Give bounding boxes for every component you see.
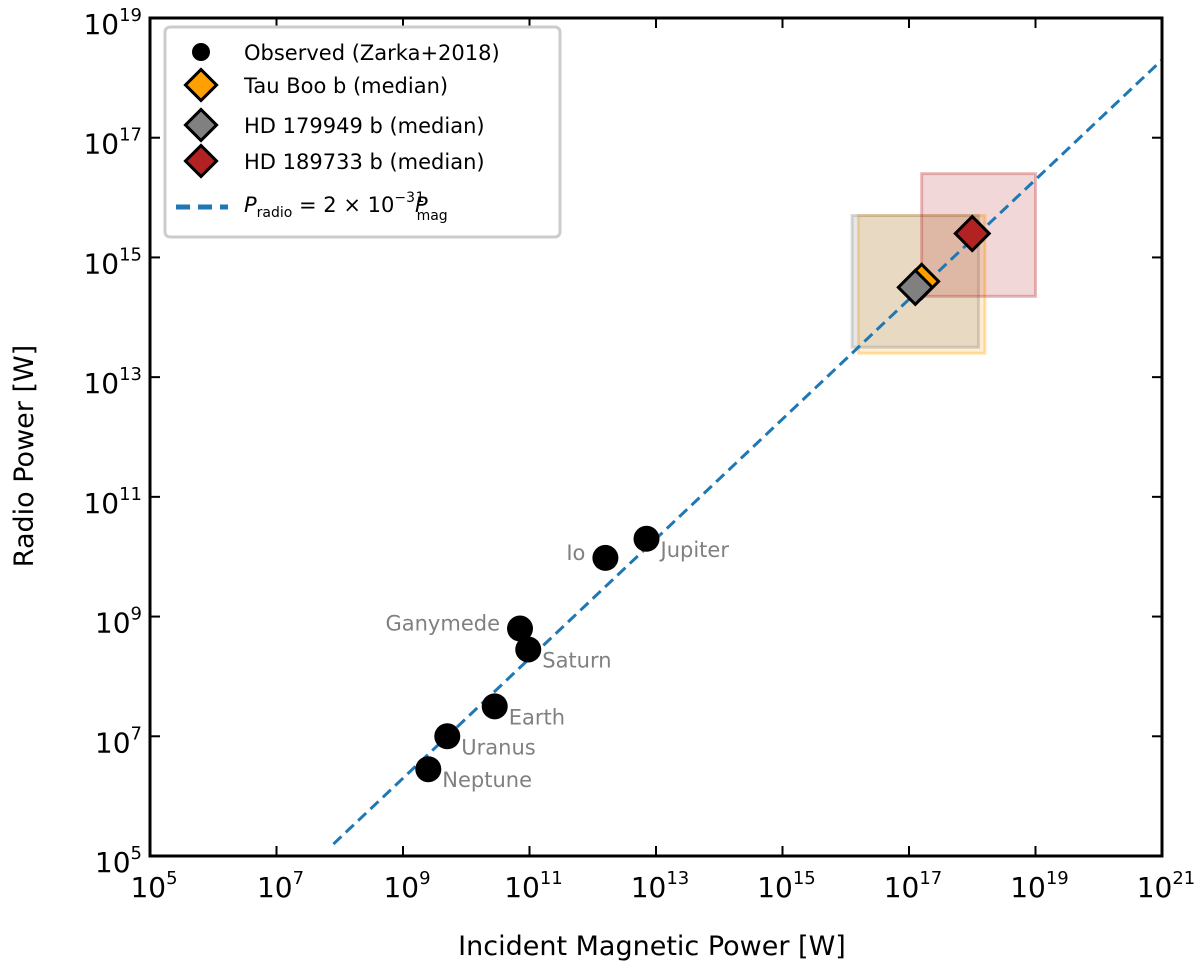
legend-marker-hd189733 <box>183 143 219 179</box>
x-tick-label-1: 107 <box>257 868 304 904</box>
planet-marker-1 <box>896 268 935 307</box>
legend-label-hd179949: HD 179949 b (median) <box>244 114 485 138</box>
planet-marker-2 <box>953 214 992 253</box>
observed-point-saturn <box>515 636 542 663</box>
observed-point-neptune <box>415 756 442 783</box>
axis-ticks: 105 107 109 1011 1013 1015 1017 1019 1021 105 107 1… <box>83 5 1195 904</box>
legend: Observed (Zarka+2018) Tau Boo b (median)… <box>163 25 562 239</box>
point-label-saturn: Saturn <box>542 648 611 672</box>
x-tick-label-0: 105 <box>130 868 177 904</box>
observed-point-ganymede <box>507 615 534 642</box>
x-tick-label-6: 1017 <box>884 868 943 904</box>
y-tick-label-3: 1011 <box>83 484 142 520</box>
y-tick-label-5: 1015 <box>83 244 142 280</box>
x-tick-label-3: 1011 <box>504 868 563 904</box>
legend-label-tau-boo: Tau Boo b (median) <box>243 74 448 98</box>
point-label-ganymede: Ganymede <box>385 612 500 636</box>
legend-label-observed: Observed (Zarka+2018) <box>244 41 500 65</box>
plot-area: Io Jupiter Ganymede Saturn Earth Uranus Neptun… <box>332 58 1164 846</box>
x-tick-label-4: 1013 <box>631 868 690 904</box>
y-tick-label-7: 1019 <box>83 5 142 41</box>
x-tick-label-5: 1015 <box>757 868 816 904</box>
legend-label-fit: Pradio = 2 × 10−3P1 mag <box>244 190 448 224</box>
legend-label-hd189733: HD 189733 b (median) <box>244 150 485 174</box>
observed-point-uranus <box>434 723 461 750</box>
y-axis-title: Radio Power [W] <box>9 345 40 567</box>
legend-marker-hd179949 <box>183 107 219 143</box>
y-tick-label-2: 109 <box>95 604 142 640</box>
point-label-uranus: Uranus <box>461 735 535 759</box>
legend-marker-tau-boo <box>183 67 219 103</box>
observed-point-io <box>592 544 619 571</box>
x-tick-label-2: 109 <box>383 868 430 904</box>
point-label-io: Io <box>566 541 585 565</box>
x-axis-title: Incident Magnetic Power [W] <box>458 931 846 962</box>
y-tick-label-6: 1017 <box>83 125 142 161</box>
y-tick-label-1: 107 <box>95 723 142 759</box>
plot-frame <box>148 16 1164 858</box>
point-label-earth: Earth <box>509 705 565 729</box>
point-label-neptune: Neptune <box>442 768 532 792</box>
x-tick-label-7: 1019 <box>1010 868 1069 904</box>
legend-box <box>163 25 562 239</box>
legend-marker-observed <box>192 43 210 61</box>
point-label-jupiter: Jupiter <box>659 538 730 562</box>
x-tick-label-8: 1021 <box>1137 868 1196 904</box>
observed-point-earth <box>481 693 508 720</box>
y-tick-label-0: 105 <box>95 843 142 879</box>
fit-line <box>332 58 1164 846</box>
y-tick-label-4: 1013 <box>83 364 142 400</box>
observed-point-jupiter <box>633 525 660 552</box>
